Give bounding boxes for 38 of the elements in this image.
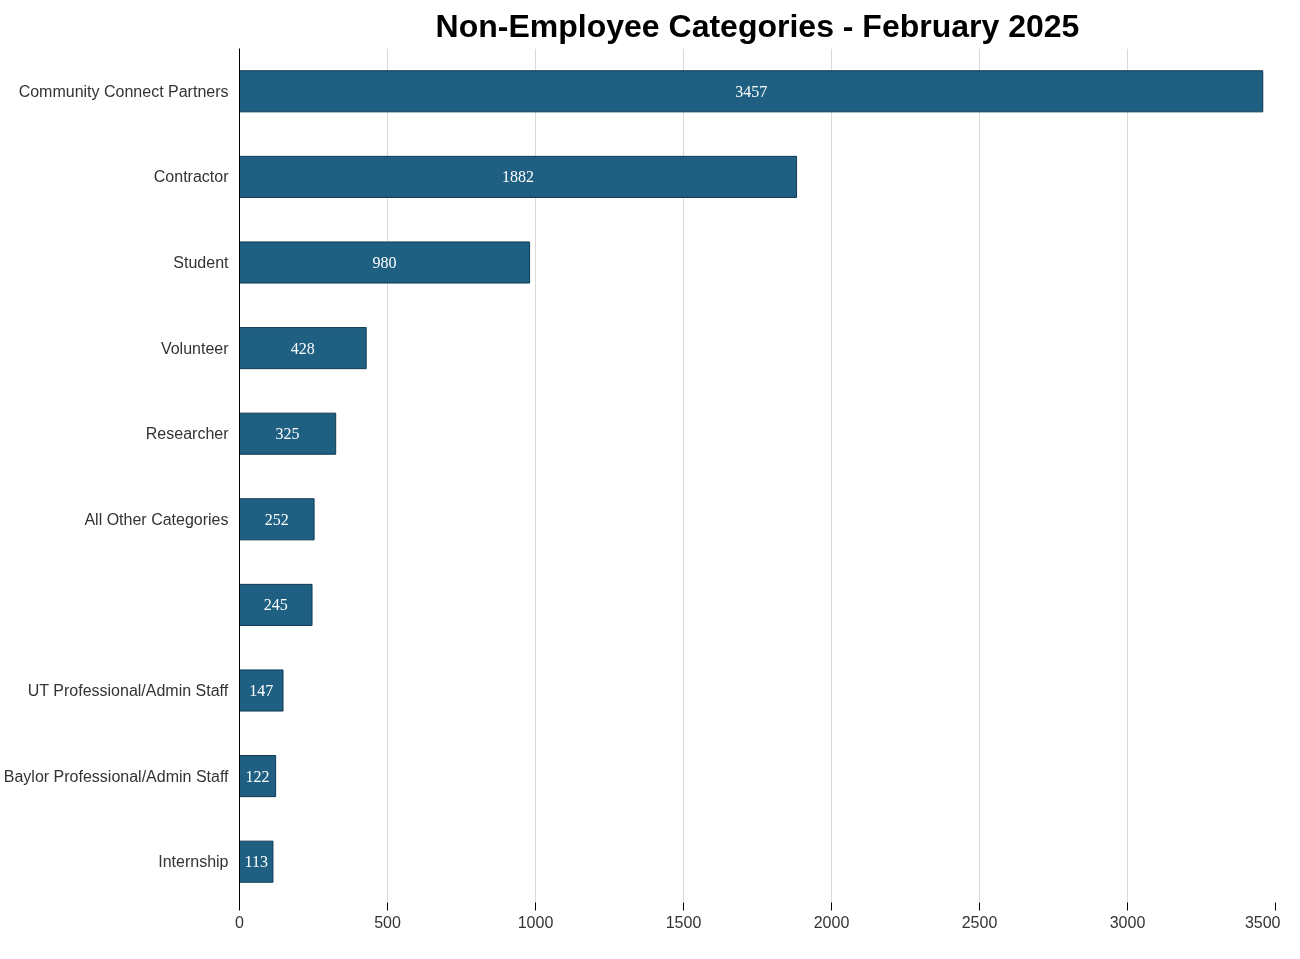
data-label: 325 (275, 425, 300, 443)
data-label: 147 (249, 682, 274, 699)
bar (239, 70, 1264, 113)
y-tick-label: All Other Categories (84, 510, 229, 528)
chart-title: Non-Employee Categories - February 2025 (435, 7, 1080, 44)
data-label: 113 (244, 853, 268, 871)
data-label: 1882 (502, 168, 535, 186)
x-tick-label: 0 (235, 913, 245, 931)
x-tick-label: 2000 (813, 913, 850, 931)
x-tick-label: 2500 (961, 913, 998, 931)
bar (239, 840, 274, 883)
data-label: 122 (245, 767, 270, 785)
data-label: 252 (264, 510, 289, 528)
x-tick-label: 3500 (1244, 913, 1281, 931)
bar (239, 583, 313, 626)
y-tick-label: Contractor (153, 168, 230, 186)
data-label: 3457 (735, 82, 768, 100)
bar (239, 755, 277, 798)
y-tick-label: Internship (158, 853, 229, 871)
y-tick-label: Volunteer (160, 339, 230, 357)
y-tick-label: UT Professional/Admin Staff (27, 682, 229, 699)
data-label: 428 (290, 339, 315, 357)
y-tick-label: Community Connect Partners (18, 82, 229, 100)
bar (239, 412, 337, 455)
bar (239, 498, 315, 541)
bar (239, 241, 531, 284)
y-tick-label: Researcher (145, 425, 230, 443)
x-tick-label: 500 (374, 913, 401, 931)
bar (239, 669, 284, 712)
y-tick-label: Baylor Professional/Admin Staff (3, 767, 230, 785)
x-tick-label: 1000 (517, 913, 554, 931)
data-label: 980 (372, 254, 397, 271)
x-tick-label: 3000 (1109, 913, 1146, 931)
y-tick-label: Student (173, 254, 230, 271)
bar (239, 155, 798, 198)
bar (239, 327, 367, 370)
x-tick-label: 1500 (665, 913, 702, 931)
data-label: 245 (263, 596, 288, 614)
